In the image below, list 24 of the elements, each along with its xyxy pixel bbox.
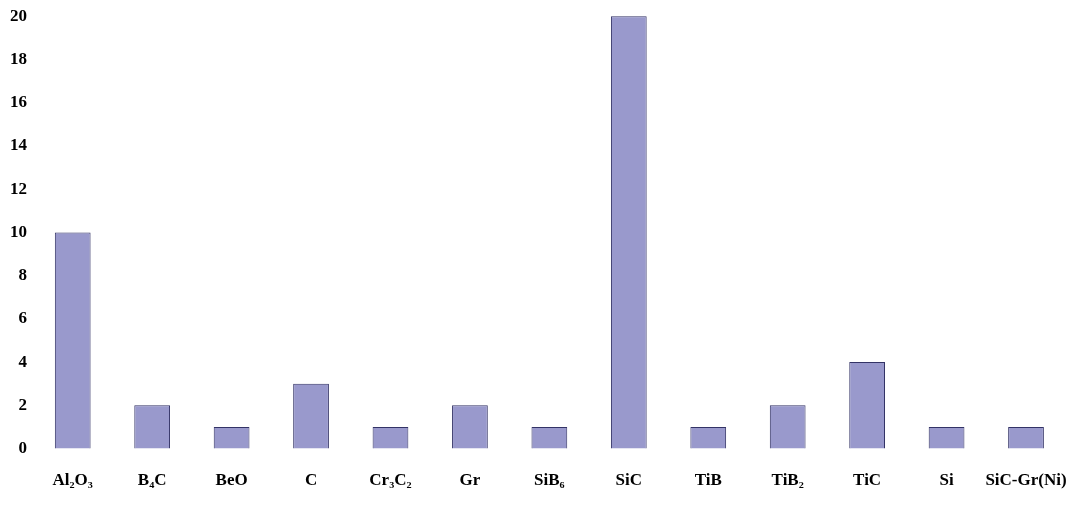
y-tick-label: 16 [10,92,27,112]
y-tick-label: 10 [10,221,27,241]
x-tick-label: SiB₆ [534,470,565,490]
y-tick-label: 8 [18,265,27,285]
x-tick-label: C [304,470,318,490]
x-tick-label: TiB [694,470,722,490]
x-tick-label: TiB₂ [771,470,804,490]
y-tick-label: 12 [10,178,27,198]
y-tick-label: 6 [18,308,27,328]
y-tick-label: 4 [18,351,28,371]
x-tick-label: Gr [459,470,481,490]
x-tick-label: B₄C [137,470,167,490]
x-tick-label: Cr₃C₂ [369,470,412,490]
x-tick-label: SiC [615,470,643,490]
x-tick-label: Si [939,470,954,490]
y-tick-label: 2 [18,394,27,414]
y-tick-label: 0 [18,437,27,457]
y-tick-label: 14 [10,135,28,155]
x-tick-label: BeO [215,470,248,490]
y-tick-label: 20 [10,5,27,25]
y-tick-label: 18 [10,48,27,68]
x-tick-label: Al₂O₃ [52,470,93,490]
x-tick-label: SiC-Gr(Ni) [985,470,1067,490]
x-tick-label: TiC [853,470,882,490]
